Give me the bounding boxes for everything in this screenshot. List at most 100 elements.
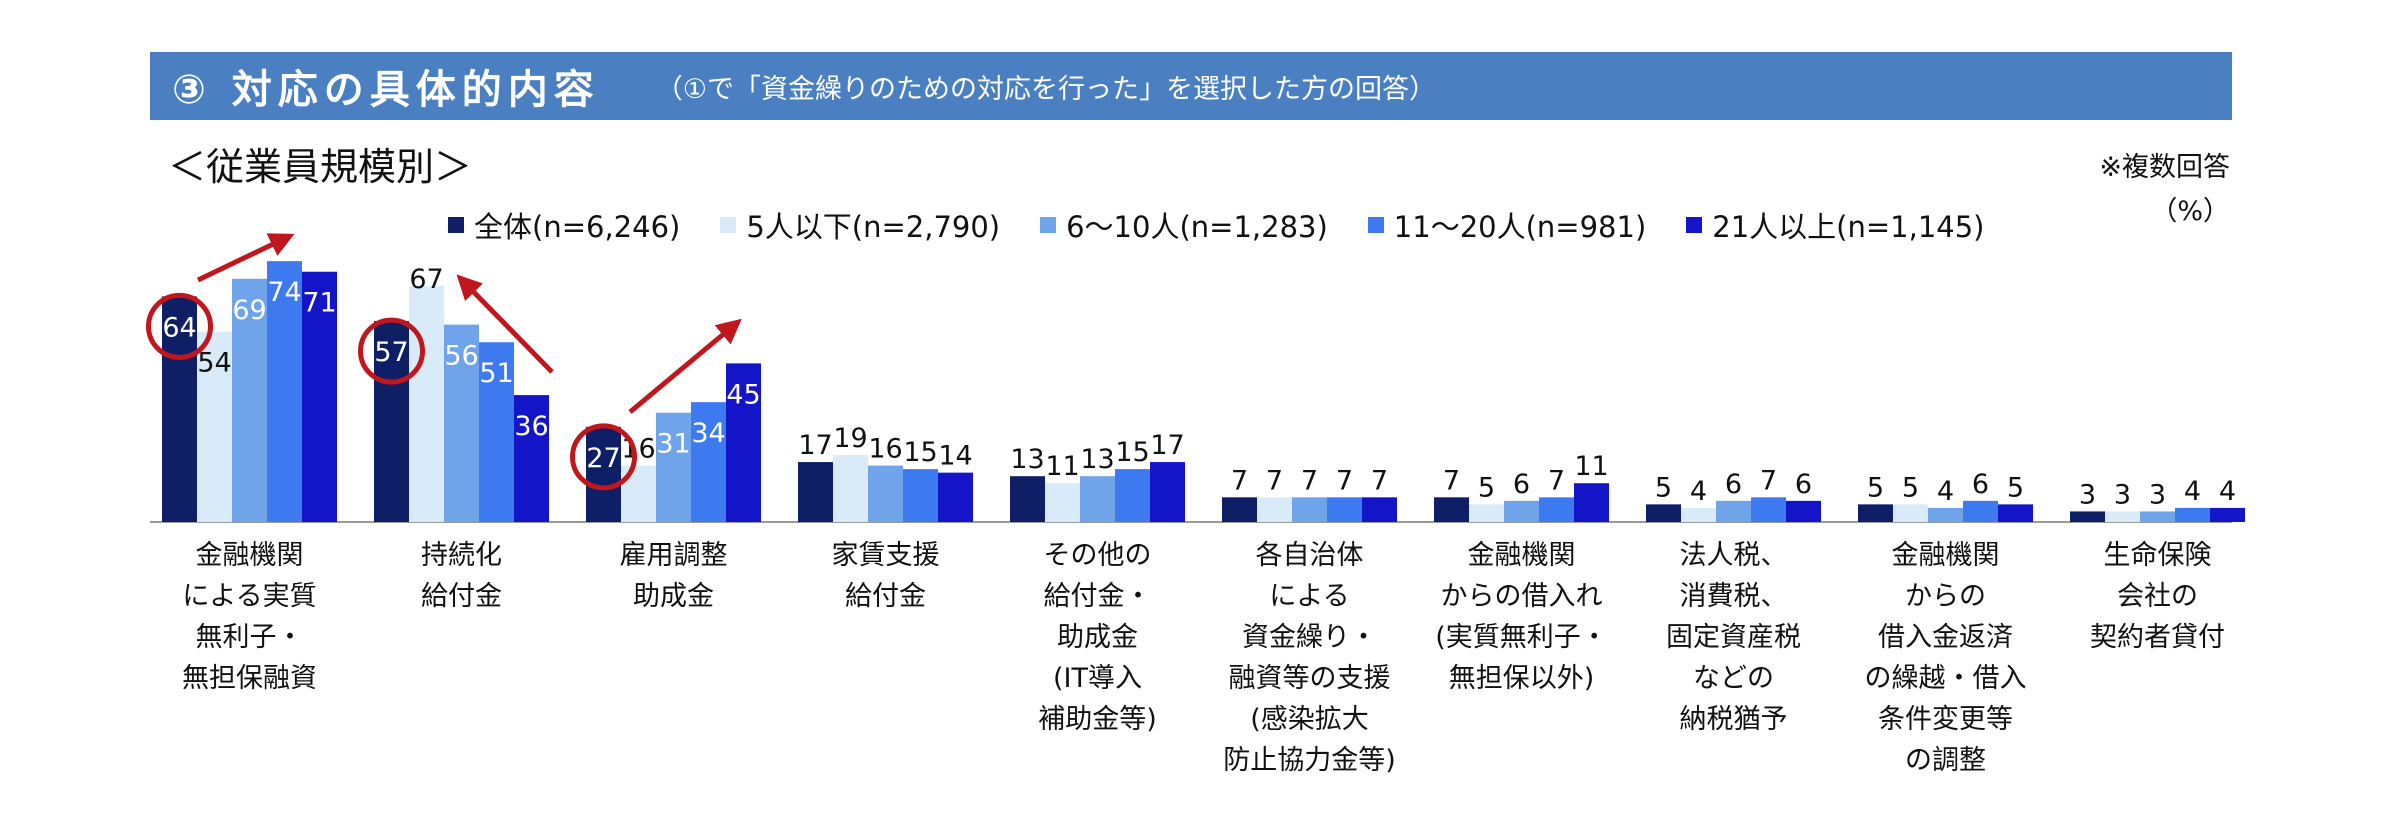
data-label: 5 xyxy=(1867,472,1884,503)
bar xyxy=(1574,483,1609,522)
data-label: 3 xyxy=(2079,479,2096,510)
category-label-line: 無担保以外) xyxy=(1449,663,1595,694)
category-label: 各自治体による資金繰り・融資等の支援 (感染拡大防止協力金等) xyxy=(1223,540,1396,776)
data-label: 57 xyxy=(374,337,408,368)
data-label: 51 xyxy=(479,358,513,389)
legend-swatch xyxy=(1367,217,1384,233)
category-label-line: による xyxy=(1269,581,1349,612)
data-label: 6 xyxy=(1725,469,1742,500)
bar xyxy=(479,342,514,522)
data-label: 17 xyxy=(798,430,832,461)
bar xyxy=(586,426,621,522)
bar xyxy=(1928,507,1963,522)
bar xyxy=(1469,504,1504,522)
bar xyxy=(2105,511,2140,522)
category-label-line: 借入金返済 xyxy=(1878,622,2013,653)
data-label: 74 xyxy=(267,277,301,308)
bar xyxy=(232,278,267,522)
data-label: 7 xyxy=(1443,465,1460,496)
category-label-line: 金融機関 xyxy=(196,540,304,571)
category-label: 金融機関からの借入金返済の繰越・借入条件変更等の調整 xyxy=(1865,540,2027,776)
bar xyxy=(514,395,549,522)
category-label: 金融機関による実質無利子・無担保融資 xyxy=(182,540,317,694)
data-label: 16 xyxy=(868,434,902,465)
legend-swatch xyxy=(1040,217,1057,233)
category-label-line: (IT導入 xyxy=(1053,663,1142,694)
category-label: 雇用調整助成金 xyxy=(620,540,728,612)
legend-item: 全体(n=6,246) xyxy=(448,204,680,246)
bar xyxy=(691,402,726,522)
unit-note: ※複数回答 （%） xyxy=(2099,146,2230,234)
data-label: 7 xyxy=(1371,465,1388,496)
data-label: 27 xyxy=(586,443,620,474)
category-label-line: 給付金 xyxy=(421,581,502,612)
bar xyxy=(903,469,938,522)
category-label-line: 助成金 xyxy=(633,581,714,612)
percent-unit: （%） xyxy=(2150,196,2230,227)
data-label: 6 xyxy=(1972,469,1989,500)
section-title: ③ 対応の具体的内容 xyxy=(172,67,600,113)
bar xyxy=(1646,504,1681,522)
legend-item: 5人以下(n=2,790) xyxy=(720,204,1000,246)
trend-arrow xyxy=(196,233,295,283)
data-label: 71 xyxy=(302,288,336,319)
section-banner: ③ 対応の具体的内容 （①で「資金繰りのための対応を行った」を選択した方の回答） xyxy=(150,52,2232,120)
data-label: 7 xyxy=(1760,465,1777,496)
data-label: 56 xyxy=(444,341,478,372)
bar xyxy=(1681,507,1716,522)
bar xyxy=(1716,500,1751,522)
category-label-line: 固定資産税 xyxy=(1666,622,1801,653)
data-label: 4 xyxy=(1937,476,1954,507)
legend-label: 11～20人(n=981) xyxy=(1393,210,1647,244)
category-label: 法人税、消費税、固定資産税などの納税猶予 xyxy=(1666,540,1801,735)
bar xyxy=(1327,497,1362,522)
category-label: 持続化給付金 xyxy=(421,540,502,612)
category-label-line: 金融機関 xyxy=(1468,540,1576,571)
bar xyxy=(1504,500,1539,522)
data-label: 3 xyxy=(2114,479,2131,510)
data-label: 5 xyxy=(2007,472,2024,503)
data-label: 6 xyxy=(1795,469,1812,500)
category-label: 生命保険会社の契約者貸付 xyxy=(2090,540,2225,653)
category-label-line: 消費税、 xyxy=(1680,581,1788,612)
chart-legend: 全体(n=6,246) 5人以下(n=2,790) 6～10人(n=1,283) 11… xyxy=(448,204,1985,246)
category-label-line: 各自治体 xyxy=(1256,540,1364,571)
subheading: ＜従業員規模別＞ xyxy=(168,145,473,189)
category-label-line: からの借入れ xyxy=(1441,581,1603,612)
bar xyxy=(302,271,337,522)
data-label: 17 xyxy=(1150,430,1184,461)
bar xyxy=(2210,507,2245,522)
category-label-line: 補助金等) xyxy=(1038,704,1157,735)
category-label-line: 契約者貸付 xyxy=(2090,622,2225,653)
bar xyxy=(1257,497,1292,522)
category-label: 金融機関からの借入れ (実質無利子・無担保以外) xyxy=(1435,540,1608,694)
bar xyxy=(798,462,833,522)
data-label: 4 xyxy=(1690,476,1707,507)
bar xyxy=(726,363,761,522)
category-label-line: 会社の xyxy=(2117,581,2198,612)
data-label: 7 xyxy=(1301,465,1318,496)
legend-swatch xyxy=(448,217,464,233)
bar xyxy=(162,296,197,522)
bar xyxy=(1362,497,1397,522)
data-label: 5 xyxy=(1478,472,1495,503)
bar xyxy=(1115,469,1150,522)
bar xyxy=(1222,497,1257,522)
category-label-line: (感染拡大 xyxy=(1250,704,1369,735)
category-label-line: の調整 xyxy=(1905,745,1986,776)
data-label: 19 xyxy=(833,423,867,454)
category-label-line: 助成金 xyxy=(1057,622,1138,653)
bar xyxy=(1080,476,1115,522)
bar xyxy=(938,472,973,522)
category-label-line: 無利子・ xyxy=(196,622,304,653)
category-label-line: 生命保険 xyxy=(2104,540,2212,571)
bar xyxy=(1150,462,1185,522)
data-label: 11 xyxy=(1574,451,1608,482)
data-label: 14 xyxy=(938,441,972,472)
highlight-circle xyxy=(146,292,213,360)
category-label-line: による実質 xyxy=(182,581,316,612)
category-label: 家賃支援給付金 xyxy=(832,540,940,612)
data-label: 13 xyxy=(1080,444,1114,475)
data-label: 7 xyxy=(1336,465,1353,496)
bar xyxy=(1434,497,1469,522)
